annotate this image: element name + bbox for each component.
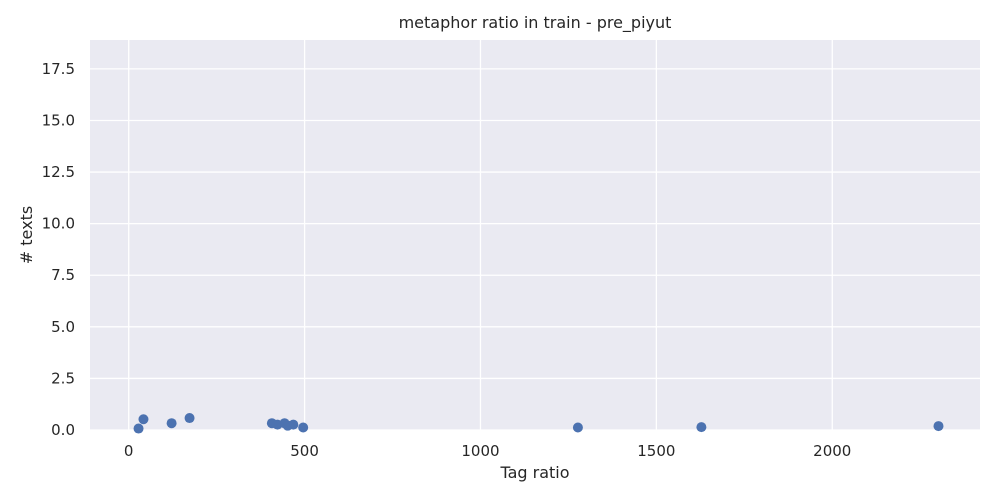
plot-area xyxy=(90,40,980,430)
y-tick-label: 0.0 xyxy=(51,421,75,439)
data-point xyxy=(288,419,299,430)
y-tick-label: 17.5 xyxy=(42,60,75,78)
y-tick-label: 10.0 xyxy=(42,215,75,233)
x-tick-label: 500 xyxy=(290,442,319,460)
y-tick-label: 5.0 xyxy=(51,318,75,336)
y-tick-label: 12.5 xyxy=(42,163,75,181)
data-point xyxy=(572,422,583,433)
y-axis-label: # texts xyxy=(17,206,36,264)
data-point xyxy=(184,413,195,424)
y-tick-labels: 0.0 2.5 5.0 7.5 10.0 12.5 15.0 17.5 xyxy=(42,60,75,439)
y-tick-label: 2.5 xyxy=(51,369,75,387)
x-tick-label: 2000 xyxy=(813,442,851,460)
x-tick-labels: 0 500 1000 1500 2000 xyxy=(124,442,851,460)
x-tick-label: 1500 xyxy=(637,442,675,460)
grid-lines xyxy=(90,40,980,431)
data-point xyxy=(138,414,149,425)
data-point xyxy=(298,422,309,433)
y-tick-label: 15.0 xyxy=(42,111,75,129)
x-tick-label: 0 xyxy=(124,442,134,460)
y-tick-label: 7.5 xyxy=(51,266,75,284)
x-tick-label: 1000 xyxy=(461,442,499,460)
chart-title: metaphor ratio in train - pre_piyut xyxy=(399,13,672,33)
x-axis-label: Tag ratio xyxy=(499,463,569,482)
data-point xyxy=(166,418,177,429)
data-point xyxy=(933,421,944,432)
data-point xyxy=(696,422,707,433)
data-point xyxy=(133,423,144,434)
data-points xyxy=(133,413,944,434)
